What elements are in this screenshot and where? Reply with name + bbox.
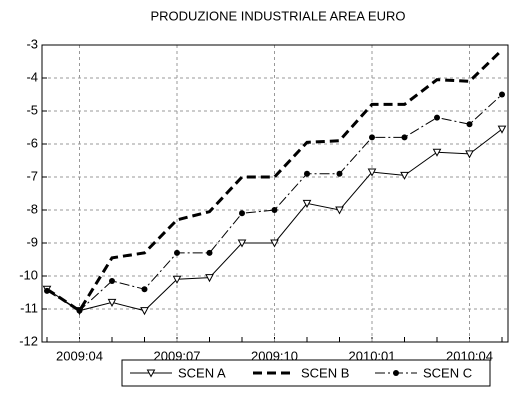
y-tick-label: -4 bbox=[26, 69, 38, 84]
marker bbox=[206, 249, 213, 256]
series-line bbox=[46, 48, 504, 313]
marker bbox=[140, 307, 149, 316]
x-tick-label: 2009:04 bbox=[56, 348, 103, 363]
y-tick-label: -5 bbox=[26, 102, 38, 117]
marker bbox=[239, 210, 245, 217]
marker bbox=[302, 199, 312, 208]
marker bbox=[401, 134, 408, 141]
marker bbox=[367, 168, 377, 177]
legend-marker bbox=[393, 370, 399, 376]
marker bbox=[237, 239, 247, 248]
y-tick-label: -8 bbox=[26, 201, 38, 216]
marker bbox=[400, 171, 409, 180]
legend-box bbox=[121, 359, 491, 387]
marker bbox=[336, 170, 343, 177]
marker bbox=[205, 274, 214, 283]
marker bbox=[434, 114, 440, 121]
marker bbox=[44, 287, 50, 294]
marker bbox=[172, 275, 182, 284]
marker bbox=[335, 206, 344, 215]
plot-frame bbox=[41, 44, 509, 343]
marker bbox=[107, 298, 117, 307]
series-line bbox=[46, 94, 503, 312]
legend-label: SCEN A bbox=[178, 365, 226, 380]
y-tick-label: -7 bbox=[26, 168, 38, 183]
marker bbox=[432, 148, 442, 157]
y-tick-label: -11 bbox=[20, 300, 38, 315]
marker bbox=[270, 239, 279, 248]
chart-title: PRODUZIONE INDUSTRIALE AREA EURO bbox=[151, 8, 406, 23]
y-tick-label: -10 bbox=[19, 267, 38, 282]
marker bbox=[499, 91, 505, 98]
marker bbox=[76, 307, 83, 314]
marker bbox=[141, 286, 148, 293]
marker bbox=[465, 150, 474, 159]
marker bbox=[109, 277, 115, 284]
y-tick-label: -12 bbox=[19, 333, 38, 348]
marker bbox=[497, 125, 507, 134]
legend-marker bbox=[146, 369, 156, 378]
marker bbox=[174, 249, 180, 256]
marker bbox=[271, 207, 278, 213]
y-tick-label: -6 bbox=[26, 135, 38, 150]
legend-label: SCEN C bbox=[423, 365, 472, 380]
marker bbox=[369, 134, 375, 141]
y-tick-label: -9 bbox=[26, 234, 38, 249]
marker bbox=[304, 170, 310, 177]
marker bbox=[466, 121, 473, 128]
legend-label: SCEN B bbox=[301, 365, 349, 380]
y-tick-label: -3 bbox=[26, 36, 38, 51]
